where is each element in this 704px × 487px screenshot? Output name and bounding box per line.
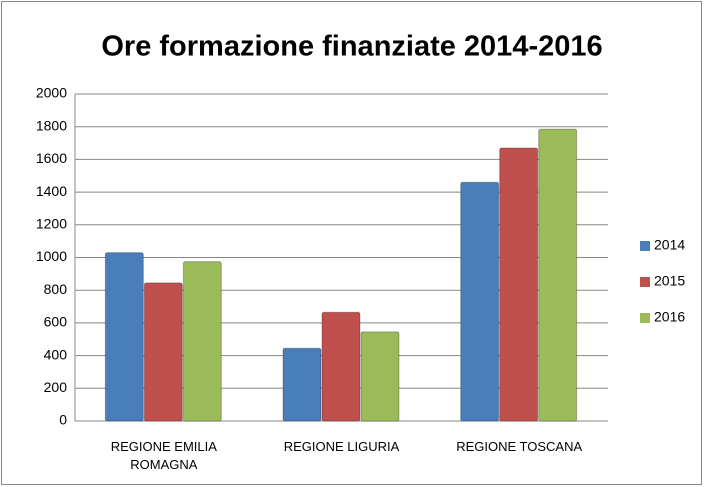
bar — [360, 331, 400, 422]
x-tick-label: REGIONE TOSCANA — [456, 439, 583, 454]
bar — [460, 181, 500, 422]
bar — [499, 147, 539, 422]
x-tick-label: REGIONE LIGURIA — [283, 439, 400, 454]
y-tick-label: 200 — [44, 379, 68, 395]
chart-title: Ore formazione finanziate 2014-2016 — [101, 31, 602, 63]
bar — [104, 252, 144, 422]
bar — [182, 261, 222, 422]
bar — [143, 282, 183, 422]
bar — [321, 311, 361, 422]
legend-label: 2014 — [654, 237, 685, 253]
x-tick-label: REGIONE EMILIA ROMAGNA — [110, 439, 217, 472]
legend-swatch — [640, 241, 650, 251]
legend-swatch — [640, 313, 650, 323]
legend-label: 2016 — [654, 309, 685, 325]
y-tick-label: 2000 — [36, 85, 67, 101]
y-tick-label: 1400 — [36, 183, 67, 199]
legend-swatch — [640, 277, 650, 287]
bar — [282, 347, 322, 422]
y-tick-label: 800 — [44, 281, 68, 297]
y-tick-label: 1800 — [36, 117, 67, 133]
y-tick-label: 1000 — [36, 248, 67, 264]
y-tick-label: 400 — [44, 346, 68, 362]
bar — [538, 128, 578, 422]
y-tick-label: 1200 — [36, 216, 67, 232]
y-tick-label: 1600 — [36, 150, 67, 166]
legend-label: 2015 — [654, 273, 685, 289]
y-tick-label: 0 — [59, 412, 67, 428]
y-tick-label: 600 — [44, 314, 68, 330]
